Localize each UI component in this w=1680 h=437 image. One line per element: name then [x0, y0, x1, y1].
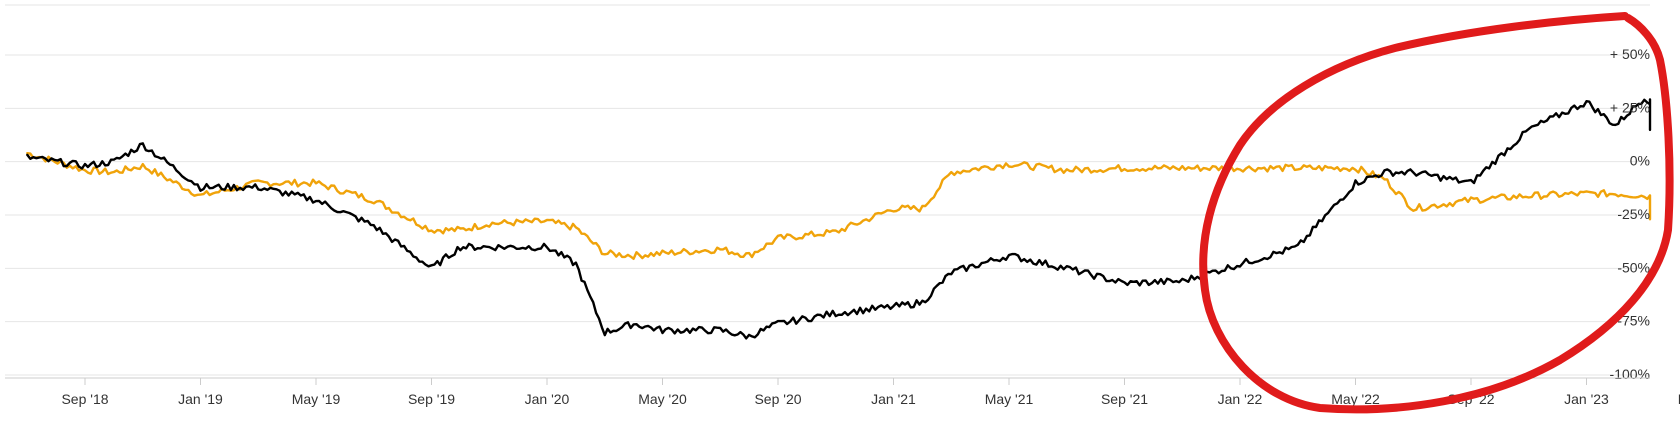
y-tick-label: + 50%	[1610, 46, 1650, 62]
y-tick-label: -25%	[1617, 206, 1650, 222]
x-tick-label: Jan '20	[525, 391, 570, 407]
x-tick-label: May '22	[1331, 391, 1380, 407]
x-tick-label: May '21	[985, 391, 1034, 407]
x-tick-label: Sep '19	[408, 391, 455, 407]
series-line-0	[26, 98, 1652, 340]
annotation-layer	[1199, 12, 1674, 414]
series-layer	[26, 98, 1652, 340]
y-tick-label: -75%	[1617, 313, 1650, 329]
x-axis: Sep '18 Jan '19 May '19 Sep '19 Jan '20 May '…	[5, 377, 1680, 407]
x-tick-label: May '20	[638, 391, 687, 407]
y-axis-labels: + 50% + 25% 0% -25% -50% -75% -100%	[1610, 46, 1650, 382]
annotation-circle	[1199, 12, 1674, 414]
grid-layer	[5, 4, 1650, 376]
x-tick-label: Sep '18	[61, 391, 108, 407]
y-tick-label: -50%	[1617, 259, 1650, 275]
y-tick-label: 0%	[1630, 153, 1650, 169]
x-tick-label: Jan '19	[178, 391, 223, 407]
x-tick-label: Sep '21	[1101, 391, 1148, 407]
x-tick-label: Jan '23	[1564, 391, 1609, 407]
x-tick-label: Jan '22	[1218, 391, 1263, 407]
y-tick-label: -100%	[1610, 366, 1650, 382]
x-tick-label: May '19	[292, 391, 341, 407]
y-tick-label: + 25%	[1610, 99, 1650, 115]
x-tick-label: Sep '20	[754, 391, 801, 407]
x-tick-label: May '23	[1678, 391, 1680, 407]
x-tick-label: Jan '21	[871, 391, 916, 407]
series-line-1	[26, 152, 1652, 260]
